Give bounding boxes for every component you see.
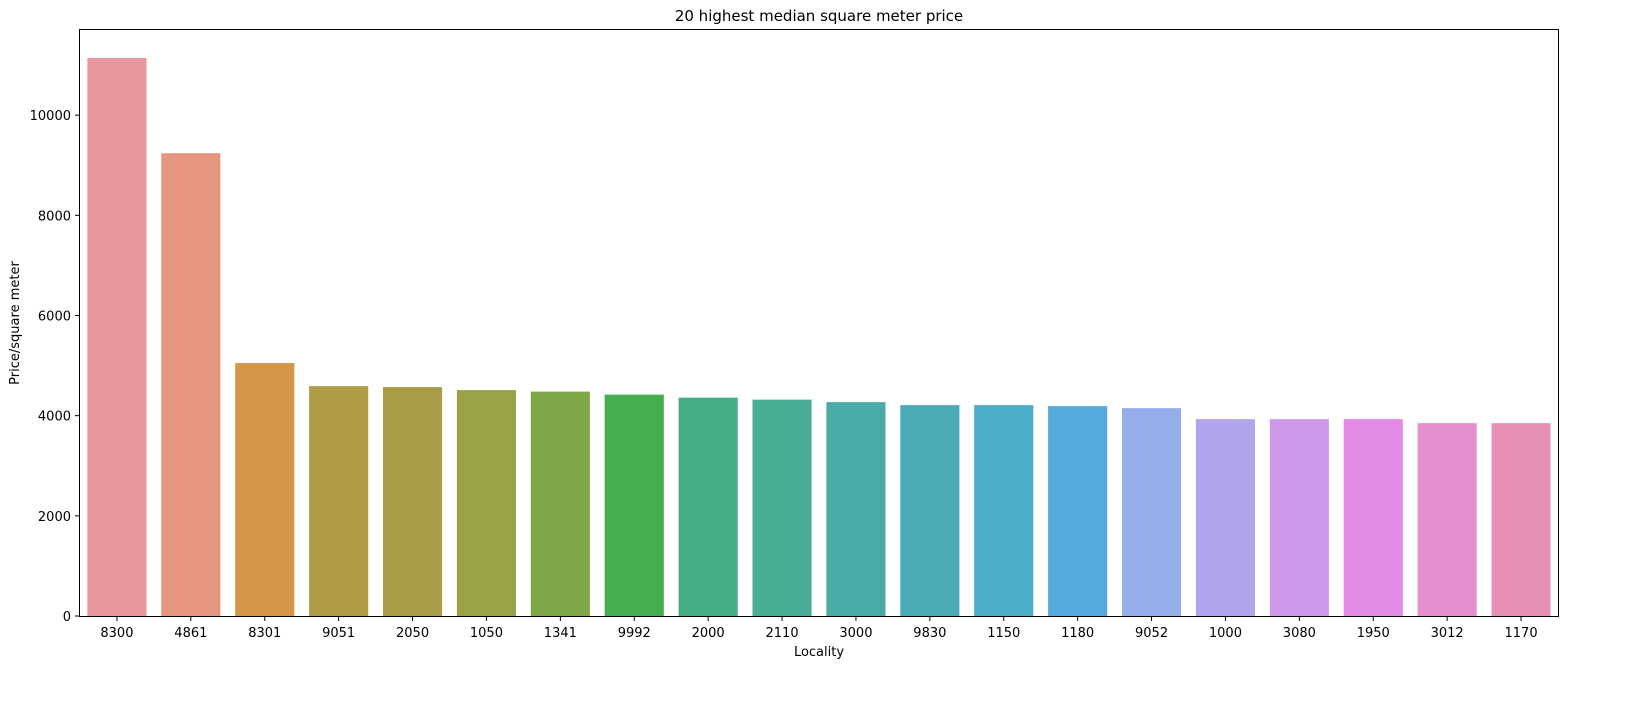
bar-1000 bbox=[1195, 419, 1256, 616]
x-tick-label: 2110 bbox=[766, 626, 799, 641]
x-tick-label: 9051 bbox=[322, 626, 355, 641]
bars-group bbox=[87, 58, 1551, 617]
bar-9052 bbox=[1121, 408, 1182, 616]
x-tick-label: 4861 bbox=[174, 626, 207, 641]
x-tick-label: 1050 bbox=[470, 626, 503, 641]
bar-1150 bbox=[974, 405, 1034, 616]
x-tick-label: 1950 bbox=[1357, 626, 1390, 641]
x-tick-label: 3000 bbox=[839, 626, 872, 641]
bar-1170 bbox=[1491, 423, 1551, 616]
bar-3000 bbox=[826, 402, 886, 616]
chart-title: 20 highest median square meter price bbox=[675, 7, 963, 25]
y-tick-label: 10000 bbox=[30, 109, 71, 124]
x-tick-label: 9052 bbox=[1135, 626, 1168, 641]
bar-9992 bbox=[604, 394, 664, 616]
x-tick-label: 1150 bbox=[987, 626, 1020, 641]
bar-9830 bbox=[900, 405, 960, 616]
x-tick-label: 8301 bbox=[248, 626, 281, 641]
x-axis-label: Locality bbox=[794, 645, 844, 660]
y-tick-label: 2000 bbox=[38, 510, 71, 525]
bar-2000 bbox=[678, 397, 738, 616]
y-tick-label: 0 bbox=[63, 610, 71, 625]
bar-1050 bbox=[456, 390, 517, 616]
bar-8301 bbox=[235, 363, 295, 616]
bar-3012 bbox=[1417, 423, 1477, 616]
x-tick-label: 2000 bbox=[692, 626, 725, 641]
bar-9051 bbox=[309, 386, 369, 616]
x-tick-label: 1000 bbox=[1209, 626, 1242, 641]
x-tick-label: 3012 bbox=[1431, 626, 1464, 641]
y-tick-label: 8000 bbox=[38, 209, 71, 224]
bar-1341 bbox=[530, 391, 590, 616]
bar-2110 bbox=[752, 399, 812, 616]
bar-2050 bbox=[382, 387, 443, 616]
x-tick-label: 2050 bbox=[396, 626, 429, 641]
y-tick-label: 4000 bbox=[38, 410, 71, 425]
x-tick-label: 1180 bbox=[1061, 626, 1094, 641]
x-tick-label: 3080 bbox=[1283, 626, 1316, 641]
y-axis: 0 2000 4000 6000 8000 10000 bbox=[30, 109, 80, 625]
plot-frame bbox=[79, 29, 1559, 617]
bar-4861 bbox=[161, 153, 221, 616]
x-tick-label: 8300 bbox=[100, 626, 133, 641]
x-tick-label: 1170 bbox=[1505, 626, 1538, 641]
x-tick-label: 9830 bbox=[913, 626, 946, 641]
y-tick-label: 6000 bbox=[38, 309, 71, 324]
x-tick-label: 1341 bbox=[544, 626, 577, 641]
x-tick-label: 9992 bbox=[618, 626, 651, 641]
y-axis-label: Price/square meter bbox=[8, 261, 23, 385]
bar-8300 bbox=[87, 58, 147, 617]
x-axis: 8300 4861 8301 9051 2050 1050 1341 9992 2000 2110… bbox=[100, 616, 1538, 641]
bar-3080 bbox=[1269, 419, 1329, 616]
bar-1180 bbox=[1048, 406, 1108, 616]
bar-1950 bbox=[1343, 419, 1403, 616]
